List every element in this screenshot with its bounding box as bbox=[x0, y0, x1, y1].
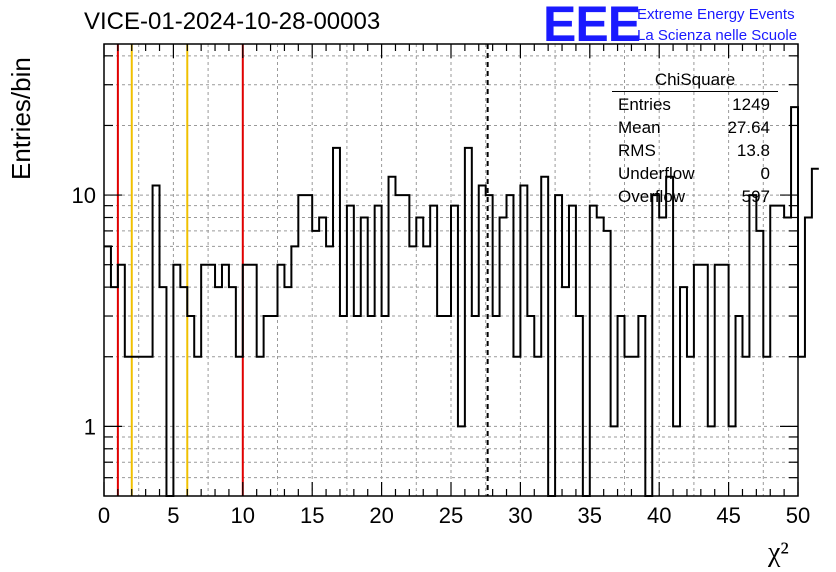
stats-value: 27.64 bbox=[727, 118, 770, 137]
logo-caption: Extreme Energy Events La Scienza nelle S… bbox=[637, 4, 797, 46]
stats-value: 13.8 bbox=[736, 141, 770, 160]
x-tick-label: 5 bbox=[167, 503, 179, 528]
x-tick-label: 35 bbox=[578, 503, 602, 528]
y-tick-label: 1 bbox=[84, 414, 96, 439]
x-tick-label: 25 bbox=[439, 503, 463, 528]
axis-ticks bbox=[103, 44, 799, 496]
stats-label: Mean bbox=[618, 118, 661, 137]
stats-row-mean: Mean 27.64 bbox=[612, 116, 778, 139]
eee-logo: EEE bbox=[543, 0, 641, 52]
stats-value: 0 bbox=[760, 164, 770, 183]
stats-row-overflow: Overflow 597 bbox=[612, 185, 778, 208]
x-tick-label: 0 bbox=[98, 503, 110, 528]
stats-title: ChiSquare bbox=[612, 68, 778, 92]
stats-row-rms: RMS 13.8 bbox=[612, 139, 778, 162]
x-tick-label: 40 bbox=[647, 503, 671, 528]
y-axis-label: Entries/bin bbox=[6, 57, 36, 180]
logo-caption-line1: Extreme Energy Events bbox=[637, 6, 795, 23]
stats-row-entries: Entries 1249 bbox=[612, 93, 778, 116]
stats-label: Entries bbox=[618, 95, 671, 114]
x-tick-label: 10 bbox=[231, 503, 255, 528]
stats-value: 1249 bbox=[732, 95, 770, 114]
x-tick-label: 45 bbox=[716, 503, 740, 528]
histogram-outline bbox=[104, 106, 819, 497]
stats-value: 597 bbox=[741, 187, 770, 206]
logo-caption-line2: La Scienza nelle Scuole bbox=[637, 27, 798, 44]
x-tick-label: 15 bbox=[300, 503, 324, 528]
stats-row-underflow: Underflow 0 bbox=[612, 162, 778, 185]
x-tick-label: 30 bbox=[508, 503, 532, 528]
chart-title: VICE-01-2024-10-28-00003 bbox=[84, 8, 381, 35]
x-tick-label: 50 bbox=[786, 503, 810, 528]
tick-labels: 0 5 10 15 20 25 30 35 40 45 50 1 10 bbox=[72, 183, 811, 528]
x-axis-label: χ² bbox=[768, 537, 789, 568]
stats-box: ChiSquare Entries 1249 Mean 27.64 RMS 13.8 … bbox=[612, 68, 778, 208]
y-tick-label: 10 bbox=[72, 183, 96, 208]
x-tick-label: 20 bbox=[369, 503, 393, 528]
stats-label: Overflow bbox=[618, 187, 686, 206]
stats-label: Underflow bbox=[618, 164, 695, 183]
histogram-bars bbox=[104, 106, 819, 497]
stats-label: RMS bbox=[618, 141, 656, 160]
